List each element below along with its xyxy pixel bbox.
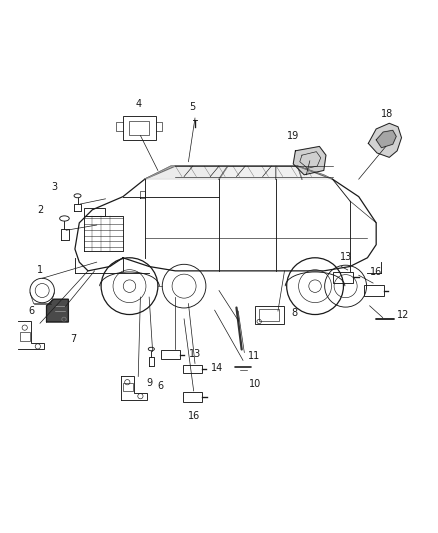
Polygon shape xyxy=(276,166,302,179)
Bar xyxy=(123,116,155,140)
Text: 19: 19 xyxy=(287,131,299,141)
Text: 13: 13 xyxy=(189,349,201,359)
Text: 2: 2 xyxy=(37,205,43,215)
Polygon shape xyxy=(219,166,276,179)
Bar xyxy=(255,306,285,324)
Bar xyxy=(259,309,279,321)
Text: 6: 6 xyxy=(28,306,34,316)
Polygon shape xyxy=(46,299,68,322)
Polygon shape xyxy=(297,166,332,179)
Polygon shape xyxy=(145,166,228,179)
Text: 8: 8 xyxy=(291,308,297,318)
Text: 10: 10 xyxy=(249,379,261,389)
Text: 16: 16 xyxy=(370,266,382,277)
Text: 16: 16 xyxy=(188,410,200,421)
Bar xyxy=(364,285,384,296)
Polygon shape xyxy=(368,123,402,157)
Bar xyxy=(183,365,201,374)
Polygon shape xyxy=(293,147,326,175)
Polygon shape xyxy=(376,130,396,148)
Text: 4: 4 xyxy=(135,99,141,109)
Bar xyxy=(84,207,106,216)
Bar xyxy=(161,350,180,359)
Text: 3: 3 xyxy=(51,182,57,192)
Bar xyxy=(183,392,202,402)
Text: 7: 7 xyxy=(71,334,77,344)
Text: 11: 11 xyxy=(248,351,260,361)
Bar xyxy=(123,383,133,391)
Bar xyxy=(130,120,149,135)
Text: 1: 1 xyxy=(37,265,43,275)
Text: 9: 9 xyxy=(146,378,152,388)
Text: 6: 6 xyxy=(157,381,163,391)
Text: 18: 18 xyxy=(381,109,393,119)
Text: 12: 12 xyxy=(397,310,410,320)
Text: 14: 14 xyxy=(211,363,223,373)
Text: 5: 5 xyxy=(190,101,196,111)
Bar xyxy=(332,272,353,282)
Text: 13: 13 xyxy=(339,252,352,262)
Bar xyxy=(20,332,30,341)
